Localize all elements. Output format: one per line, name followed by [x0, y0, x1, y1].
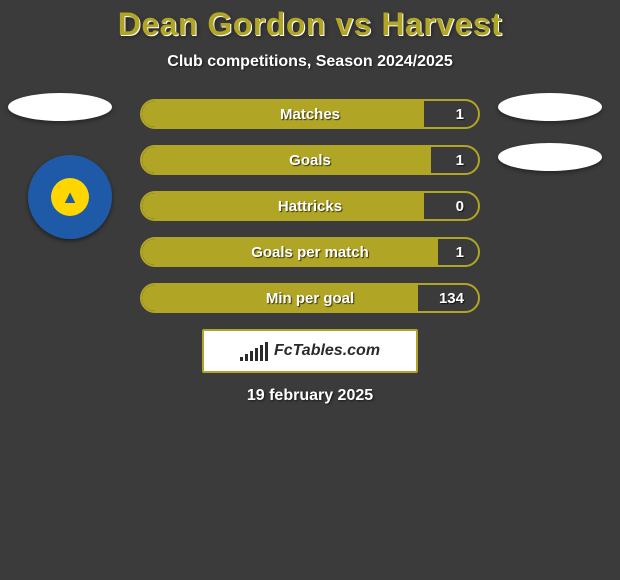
stat-value: 1 — [456, 239, 464, 265]
brand-bar — [260, 345, 263, 361]
stat-label: Matches — [142, 101, 478, 127]
brand-bar — [250, 351, 253, 361]
comparison-arena: ▲ Matches1Goals1Hattricks0Goals per matc… — [0, 99, 620, 405]
stat-row: Hattricks0 — [140, 191, 480, 221]
stat-value: 0 — [456, 193, 464, 219]
brand-bars-icon — [240, 342, 268, 361]
stat-row: Goals1 — [140, 145, 480, 175]
stat-value: 1 — [456, 147, 464, 173]
brand-bar — [255, 348, 258, 361]
club-crest: ▲ — [28, 155, 112, 239]
brand-bar — [265, 342, 268, 361]
stat-row: Goals per match1 — [140, 237, 480, 267]
player-chip-right-1 — [498, 93, 602, 121]
brand-badge: FcTables.com — [202, 329, 418, 373]
stat-row: Min per goal134 — [140, 283, 480, 313]
page-subtitle: Club competitions, Season 2024/2025 — [0, 53, 620, 71]
player-chip-left — [8, 93, 112, 121]
brand-text: FcTables.com — [274, 342, 380, 360]
stat-rows: Matches1Goals1Hattricks0Goals per match1… — [140, 99, 480, 313]
snapshot-date: 19 february 2025 — [0, 387, 620, 405]
stat-value: 134 — [439, 285, 464, 311]
stat-label: Hattricks — [142, 193, 478, 219]
stat-label: Goals — [142, 147, 478, 173]
brand-bar — [240, 357, 243, 361]
page-title: Dean Gordon vs Harvest — [0, 0, 620, 43]
stat-row: Matches1 — [140, 99, 480, 129]
player-chip-right-2 — [498, 143, 602, 171]
brand-bar — [245, 354, 248, 361]
stat-label: Min per goal — [142, 285, 478, 311]
stat-label: Goals per match — [142, 239, 478, 265]
club-crest-icon: ▲ — [51, 178, 89, 216]
stat-value: 1 — [456, 101, 464, 127]
